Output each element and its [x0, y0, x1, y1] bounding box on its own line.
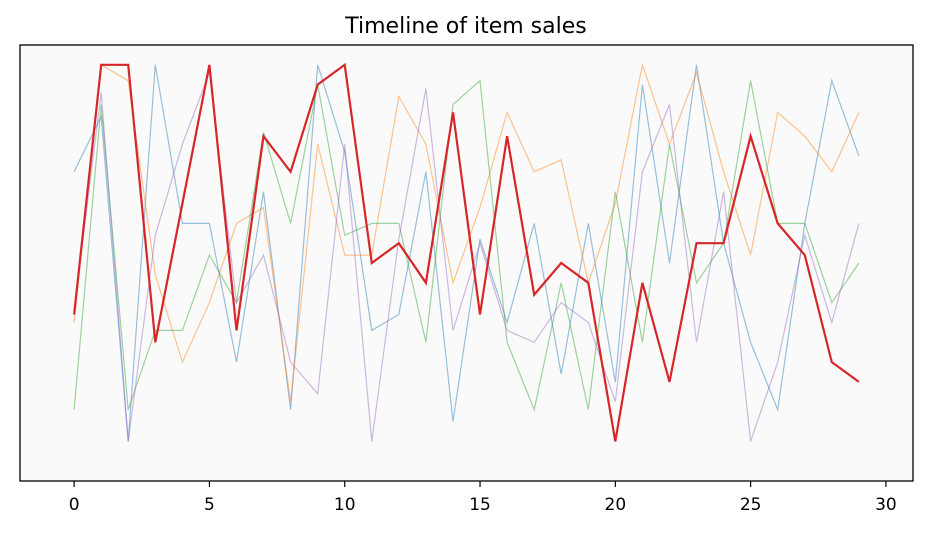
series-line-1 [73, 64, 860, 442]
series-line-3 [73, 79, 860, 412]
plot-frame [19, 44, 914, 482]
x-tick-label: 5 [204, 495, 215, 515]
x-tick-label: 25 [740, 495, 762, 515]
x-tick-label: 20 [605, 495, 627, 515]
highlighted-series-line [73, 62, 860, 442]
series-layer [73, 62, 860, 442]
x-tick-label: 30 [875, 495, 897, 515]
series-line-2 [73, 62, 860, 402]
x-tick-label: 0 [69, 495, 80, 515]
x-tick-label: 15 [469, 495, 491, 515]
plot-area [20, 45, 913, 481]
x-tick-label: 10 [334, 495, 356, 515]
chart-title: Timeline of item sales [344, 14, 586, 39]
x-axis-ticks: 0 5 10 15 20 25 30 [69, 481, 897, 515]
